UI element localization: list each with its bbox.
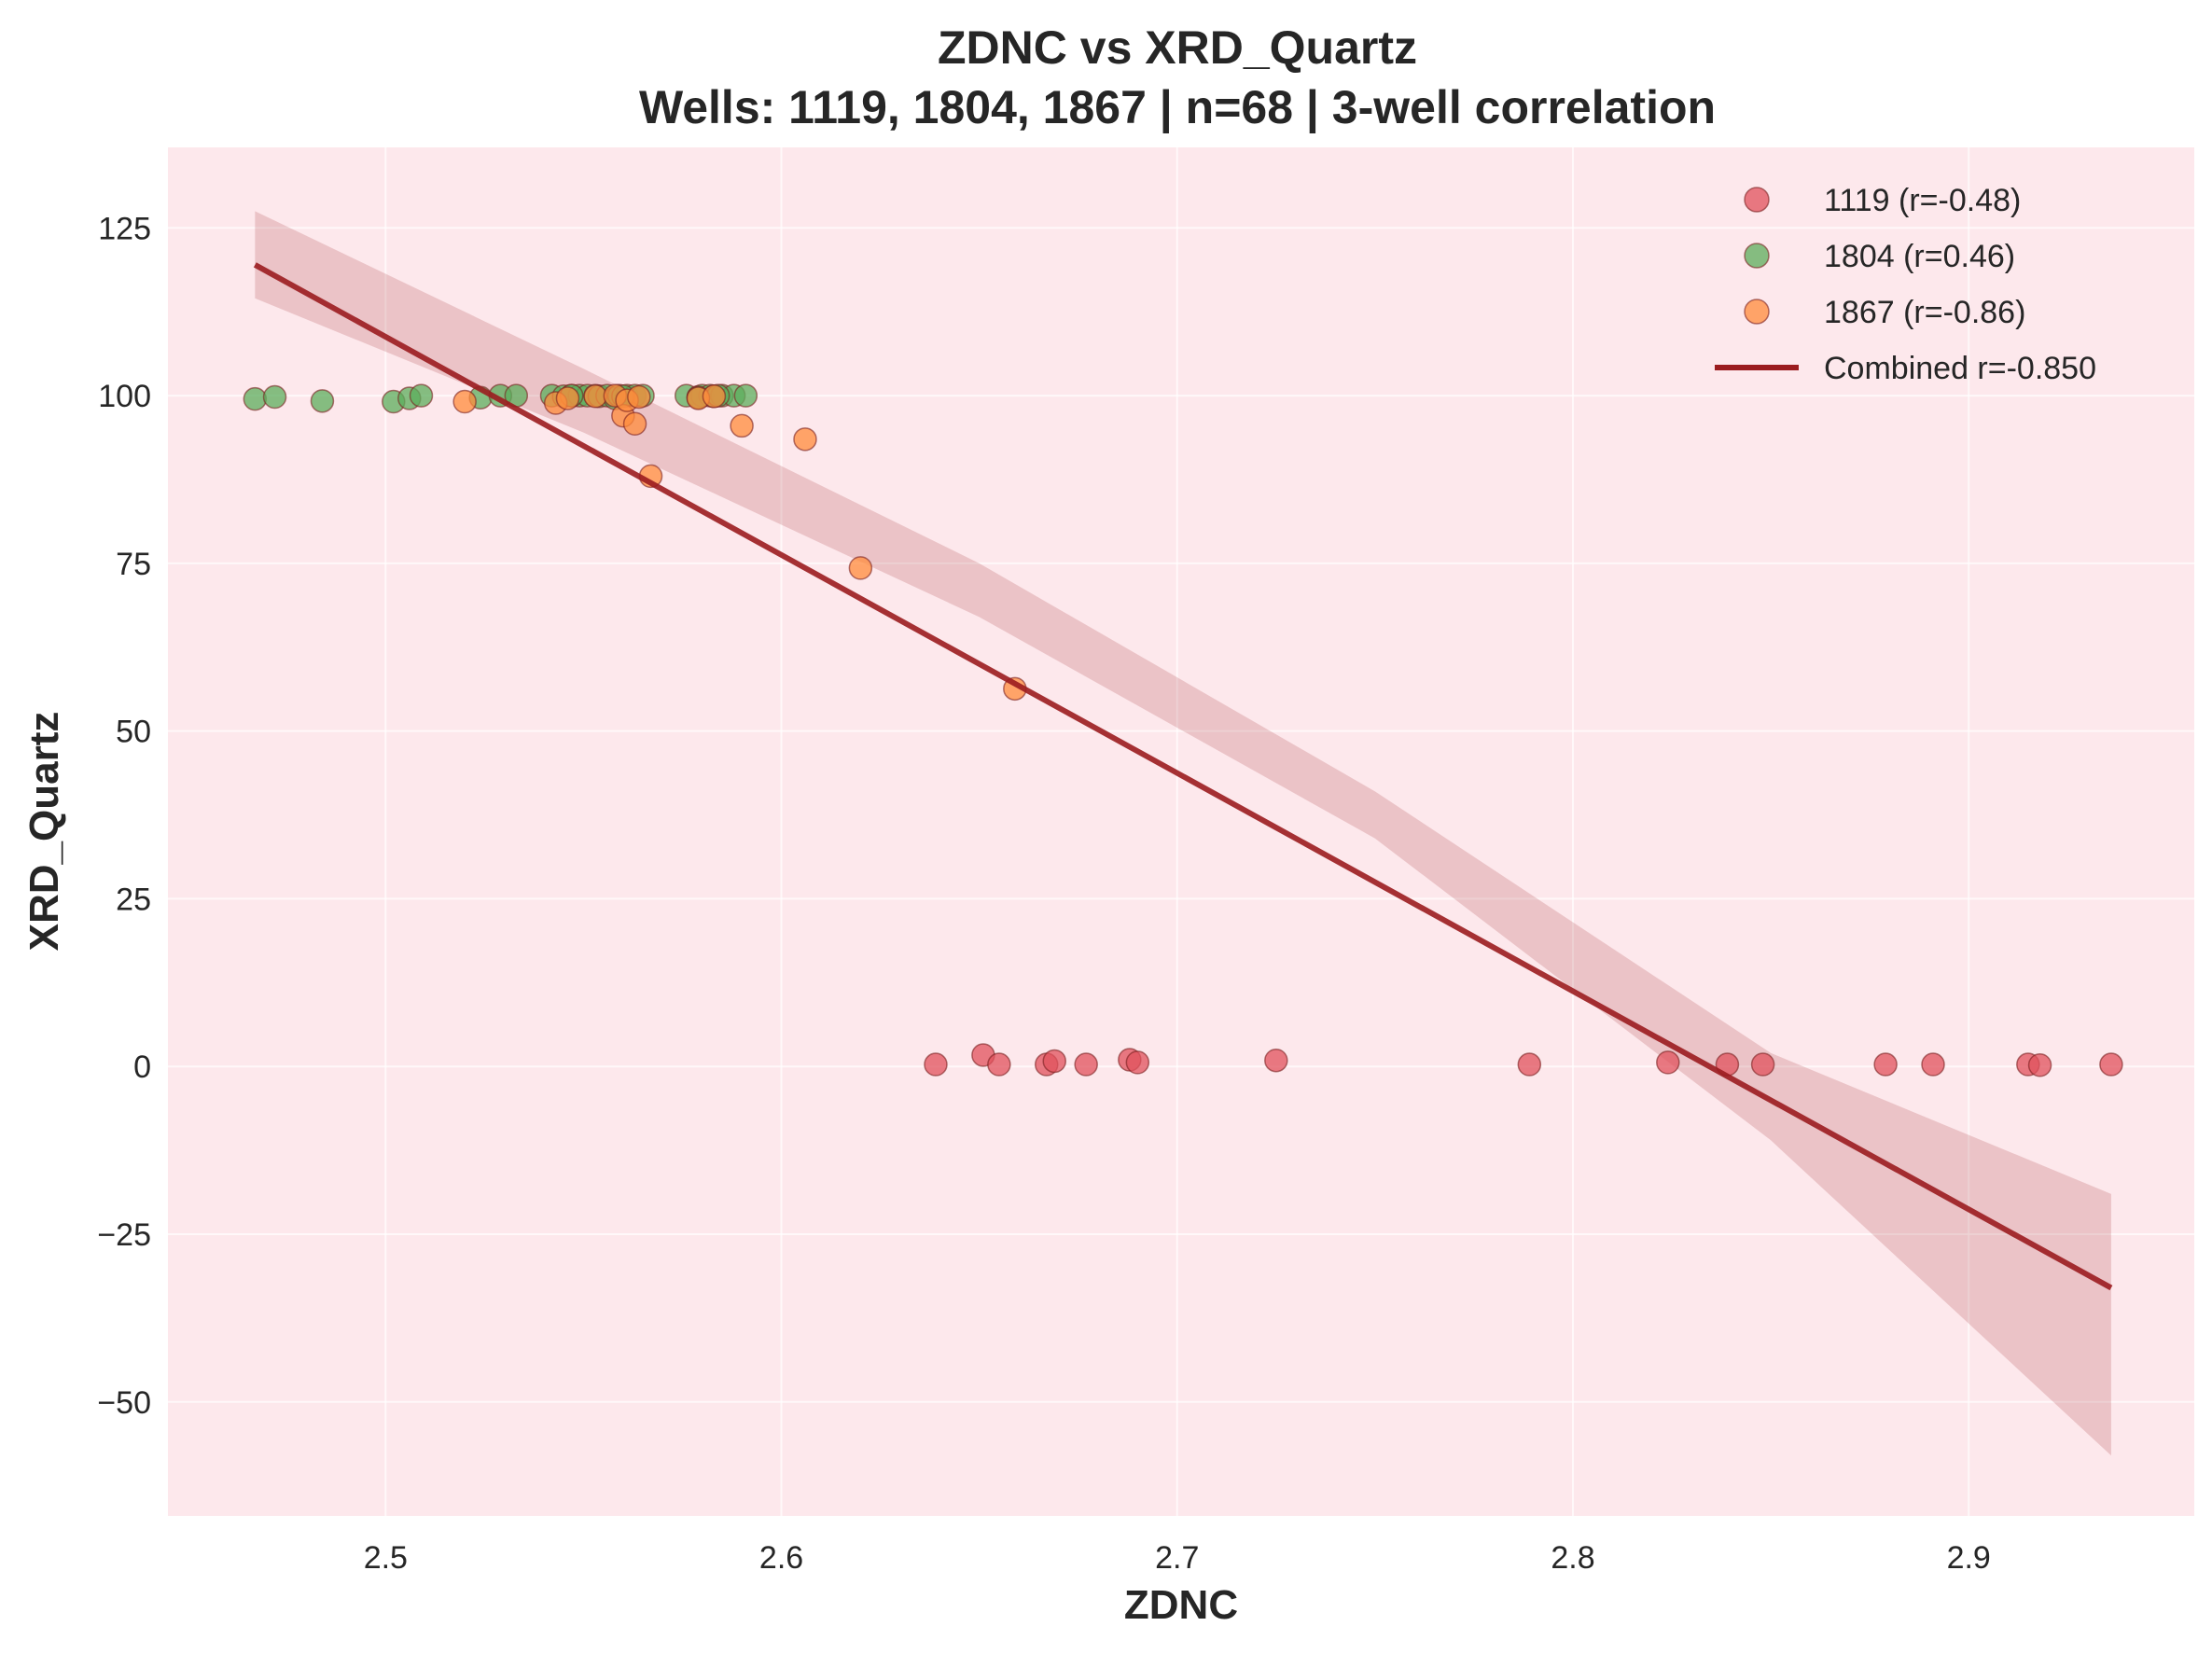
data-point-1867 (848, 556, 873, 580)
data-point-1119 (1074, 1052, 1098, 1077)
legend-label-1119: 1119 (r=-0.48) (1824, 183, 2021, 218)
data-point-1119 (1042, 1049, 1066, 1074)
data-point-1867 (555, 386, 580, 410)
y-tick-label: 50 (116, 715, 151, 750)
data-point-1804 (409, 383, 434, 408)
x-tick-label: 2.9 (1947, 1540, 1991, 1576)
data-point-1119 (987, 1052, 1011, 1077)
data-point-1119 (1750, 1052, 1775, 1077)
data-point-1119 (1125, 1050, 1150, 1075)
data-point-1119 (2027, 1053, 2052, 1077)
data-point-1804 (262, 384, 287, 410)
legend-marker-1119 (1744, 187, 1770, 213)
data-point-1804 (733, 383, 758, 408)
data-point-1804 (310, 389, 335, 413)
y-axis-ticks: −50 −25 0 25 50 75 100 125 (97, 211, 151, 1420)
data-point-1119 (1656, 1050, 1680, 1075)
y-tick-label: 0 (133, 1049, 151, 1085)
y-tick-label: 125 (98, 211, 151, 246)
chart-title: ZDNC vs XRD_Quartz (938, 21, 1417, 74)
data-point-1119 (1873, 1052, 1898, 1077)
data-point-1867 (627, 384, 651, 410)
regression-line (253, 262, 2113, 1291)
legend: 1119 (r=-0.48) 1804 (r=0.46) 1867 (r=-0.… (1715, 183, 2096, 386)
data-point-1867 (452, 389, 477, 414)
data-point-1804 (243, 386, 268, 411)
data-point-1867 (583, 384, 607, 409)
plot-area (168, 147, 2194, 1516)
x-tick-label: 2.8 (1551, 1540, 1594, 1576)
confidence-band (255, 211, 2111, 1456)
data-point-1119 (2099, 1052, 2123, 1077)
x-axis-ticks: 2.5 2.6 2.7 2.8 2.9 (364, 1540, 1991, 1576)
data-point-1119 (924, 1052, 948, 1077)
data-point-1867 (730, 413, 754, 438)
y-tick-label: 75 (116, 547, 151, 582)
legend-marker-1804 (1744, 243, 1770, 269)
data-point-1867 (793, 427, 817, 452)
legend-label-1804: 1804 (r=0.46) (1824, 239, 2015, 274)
y-tick-label: −25 (97, 1217, 151, 1253)
x-tick-label: 2.6 (759, 1540, 803, 1576)
data-point-1119 (1517, 1052, 1542, 1077)
legend-label-combined: Combined r=-0.850 (1824, 351, 2096, 386)
legend-marker-1867 (1744, 299, 1770, 325)
grid-lines (168, 147, 2194, 1516)
y-axis-label: XRD_Quartz (21, 712, 67, 952)
x-tick-label: 2.7 (1155, 1540, 1199, 1576)
legend-label-1867: 1867 (r=-0.86) (1824, 295, 2025, 330)
y-tick-label: 100 (98, 379, 151, 414)
y-tick-label: −50 (97, 1385, 151, 1421)
data-point-1867 (702, 384, 727, 409)
data-point-1119 (1264, 1048, 1288, 1073)
x-axis-label: ZDNC (1124, 1582, 1238, 1628)
chart-subtitle: Wells: 1119, 1804, 1867 | n=68 | 3-well … (639, 81, 1716, 134)
data-point-1119 (1921, 1052, 1945, 1077)
scatter-points (243, 383, 2123, 1077)
y-tick-label: 25 (116, 882, 151, 917)
x-tick-label: 2.5 (364, 1540, 408, 1576)
data-point-1867 (622, 411, 647, 437)
